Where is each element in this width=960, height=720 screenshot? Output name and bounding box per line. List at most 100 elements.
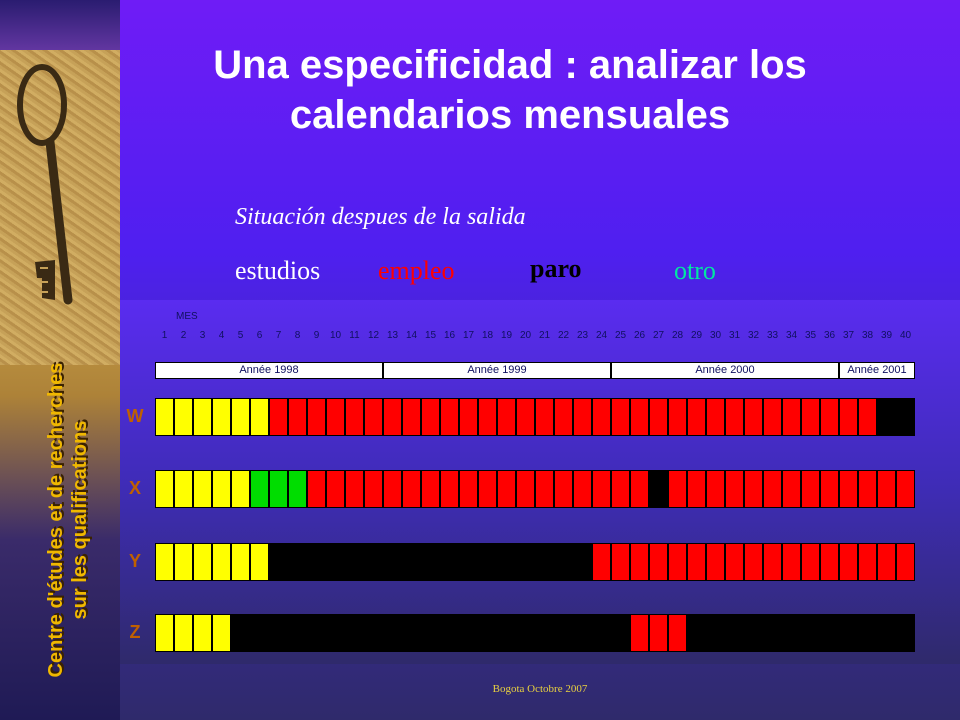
- month-cell-paro: [535, 543, 554, 581]
- month-cell-empleo: [763, 470, 782, 508]
- month-cell-paro: [592, 614, 611, 652]
- month-cell-estudios: [212, 614, 231, 652]
- month-cell-empleo: [611, 543, 630, 581]
- month-cell-paro: [725, 614, 744, 652]
- footer-text: Bogota Octobre 2007: [492, 683, 588, 695]
- month-cell-paro: [307, 543, 326, 581]
- months-axis-label: MES: [176, 311, 198, 322]
- month-cell-empleo: [611, 470, 630, 508]
- month-cell-empleo: [326, 470, 345, 508]
- month-number: 10: [329, 330, 342, 341]
- month-cell-paro: [440, 614, 459, 652]
- month-cell-empleo: [630, 614, 649, 652]
- sidebar-text-line-2: sur les qualifications: [69, 420, 91, 620]
- month-number: 4: [218, 330, 225, 341]
- month-cell-empleo: [877, 543, 896, 581]
- month-cell-paro: [421, 543, 440, 581]
- month-cell-empleo: [516, 470, 535, 508]
- sequence-row: [155, 543, 915, 581]
- month-number: 32: [747, 330, 760, 341]
- month-cell-empleo: [801, 470, 820, 508]
- year-label: Année 1998: [155, 362, 383, 379]
- month-cell-empleo: [307, 398, 326, 436]
- month-cell-estudios: [250, 543, 269, 581]
- month-cell-empleo: [497, 470, 516, 508]
- month-cell-paro: [782, 614, 801, 652]
- month-cell-empleo: [326, 398, 345, 436]
- month-number: 36: [823, 330, 836, 341]
- month-number: 8: [294, 330, 301, 341]
- month-cell-empleo: [478, 398, 497, 436]
- month-number: 22: [557, 330, 570, 341]
- month-cell-paro: [801, 614, 820, 652]
- month-number: 12: [367, 330, 380, 341]
- month-number: 29: [690, 330, 703, 341]
- month-cell-empleo: [839, 543, 858, 581]
- year-header: Année 1998 Année 1999 Année 2000 Année 2001: [155, 362, 915, 379]
- month-cell-empleo: [668, 470, 687, 508]
- month-cell-paro: [516, 614, 535, 652]
- month-cell-empleo: [725, 543, 744, 581]
- month-number: 15: [424, 330, 437, 341]
- month-cell-paro: [497, 614, 516, 652]
- month-cell-paro: [763, 614, 782, 652]
- month-cell-paro: [383, 614, 402, 652]
- row-label: X: [128, 478, 141, 498]
- month-cell-empleo: [668, 614, 687, 652]
- month-cell-paro: [649, 470, 668, 508]
- month-cell-empleo: [592, 543, 611, 581]
- month-cell-paro: [877, 398, 896, 436]
- month-cell-paro: [345, 543, 364, 581]
- month-number: 7: [275, 330, 282, 341]
- month-cell-empleo: [782, 543, 801, 581]
- sidebar-vertical-text: Centre d'études et de recherches sur les…: [44, 363, 92, 678]
- month-cell-estudios: [155, 470, 174, 508]
- month-cell-otro: [250, 470, 269, 508]
- month-cell-empleo: [345, 398, 364, 436]
- month-cell-estudios: [193, 543, 212, 581]
- month-cell-paro: [744, 614, 763, 652]
- month-cell-empleo: [554, 470, 573, 508]
- month-number: 28: [671, 330, 684, 341]
- month-cell-paro: [383, 543, 402, 581]
- month-cell-estudios: [155, 398, 174, 436]
- month-cell-empleo: [421, 398, 440, 436]
- month-number: 20: [519, 330, 532, 341]
- month-cell-empleo: [706, 470, 725, 508]
- month-cell-empleo: [820, 398, 839, 436]
- sequence-row: [155, 398, 915, 436]
- slide-title: Una especificidad : analizar los calenda…: [213, 43, 807, 137]
- month-cell-empleo: [706, 543, 725, 581]
- month-cell-empleo: [535, 470, 554, 508]
- month-cell-empleo: [554, 398, 573, 436]
- month-cell-empleo: [630, 470, 649, 508]
- month-cell-empleo: [763, 543, 782, 581]
- month-cell-empleo: [364, 470, 383, 508]
- month-number: 9: [313, 330, 320, 341]
- month-cell-paro: [573, 614, 592, 652]
- month-cell-empleo: [687, 470, 706, 508]
- month-cell-paro: [402, 614, 421, 652]
- month-cell-empleo: [877, 470, 896, 508]
- month-cell-paro: [896, 398, 915, 436]
- month-cell-empleo: [687, 398, 706, 436]
- month-cell-estudios: [193, 614, 212, 652]
- month-number: 34: [785, 330, 798, 341]
- month-number: 38: [861, 330, 874, 341]
- slide-subtitle: Situación despues de la salida: [235, 204, 526, 230]
- month-cell-empleo: [896, 543, 915, 581]
- month-cell-estudios: [231, 398, 250, 436]
- month-cell-paro: [421, 614, 440, 652]
- month-cell-otro: [288, 470, 307, 508]
- month-cell-paro: [896, 614, 915, 652]
- month-cell-empleo: [820, 543, 839, 581]
- month-cell-empleo: [820, 470, 839, 508]
- month-cell-empleo: [630, 398, 649, 436]
- row-label: Y: [128, 551, 141, 571]
- month-cell-estudios: [193, 398, 212, 436]
- month-number: 13: [386, 330, 399, 341]
- month-number: 21: [538, 330, 551, 341]
- month-cell-estudios: [174, 398, 193, 436]
- month-cell-paro: [250, 614, 269, 652]
- month-cell-empleo: [611, 398, 630, 436]
